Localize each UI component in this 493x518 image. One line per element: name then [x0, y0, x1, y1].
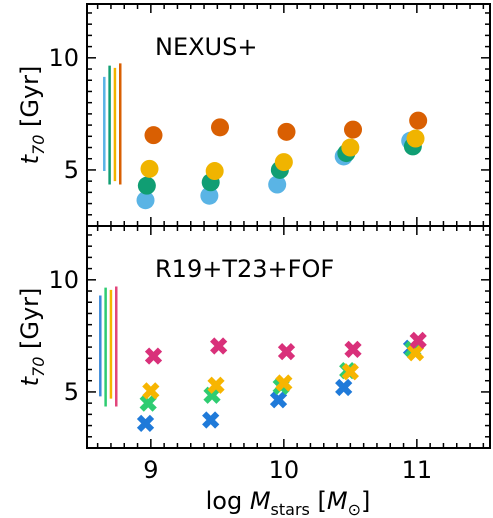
data-point-circle [409, 111, 428, 130]
data-point-cross [203, 386, 221, 404]
y-tick-label: 5 [64, 156, 79, 184]
data-point-cross [202, 411, 220, 429]
y-axis-label-top: t70 [Gyr] [16, 66, 48, 165]
x-tick-label: 9 [143, 456, 158, 484]
plot-area-bottom: 5 10 9 10 11 [48, 226, 490, 484]
svg-text:t70 [Gyr]: t70 [Gyr] [16, 66, 48, 165]
plot-area-top: 5 10 [48, 4, 490, 226]
y-tick-label: 5 [64, 378, 79, 406]
data-point-circle [277, 122, 296, 141]
data-point-cross [277, 342, 296, 361]
data-point-circle [406, 129, 425, 148]
data-point-cross [406, 344, 425, 362]
data-point-cross [207, 376, 225, 394]
data-point-circle [341, 138, 360, 157]
data-point-cross [269, 391, 288, 409]
x-tick-label: 11 [402, 456, 433, 484]
data-point-cross [142, 382, 160, 400]
data-point-cross [136, 414, 155, 432]
y-tick-label: 10 [48, 44, 79, 72]
y-tick-label: 10 [48, 266, 79, 294]
data-point-circle [136, 191, 155, 210]
data-point-cross [275, 374, 293, 392]
data-point-cross [210, 337, 228, 355]
data-point-cross [341, 363, 359, 381]
data-point-circle [344, 120, 363, 139]
data-point-cross [139, 394, 157, 412]
data-point-circle [274, 153, 293, 172]
data-point-cross [409, 331, 427, 349]
data-point-circle [140, 159, 159, 178]
data-point-cross [344, 340, 362, 358]
data-point-circle [200, 186, 219, 205]
panel-title: R19+T23+FOF [155, 255, 334, 283]
data-point-circle [205, 162, 224, 181]
data-point-circle [268, 175, 287, 194]
y-axis-label-bottom: t70 [Gyr] [16, 288, 48, 387]
svg-text:t70 [Gyr]: t70 [Gyr] [16, 288, 48, 387]
x-axis-label: log Mstars [M⊙] [206, 487, 371, 518]
data-point-circle [137, 176, 156, 195]
data-point-cross [144, 347, 163, 365]
data-point-circle [211, 118, 230, 137]
data-point-circle [144, 126, 163, 145]
data-point-cross [335, 378, 353, 397]
x-tick-label: 10 [269, 456, 300, 484]
panel-title: NEXUS+ [155, 33, 257, 61]
panel-r19-t23-fof: R19+T23+FOF [86, 225, 491, 449]
panel-frame [86, 225, 491, 449]
